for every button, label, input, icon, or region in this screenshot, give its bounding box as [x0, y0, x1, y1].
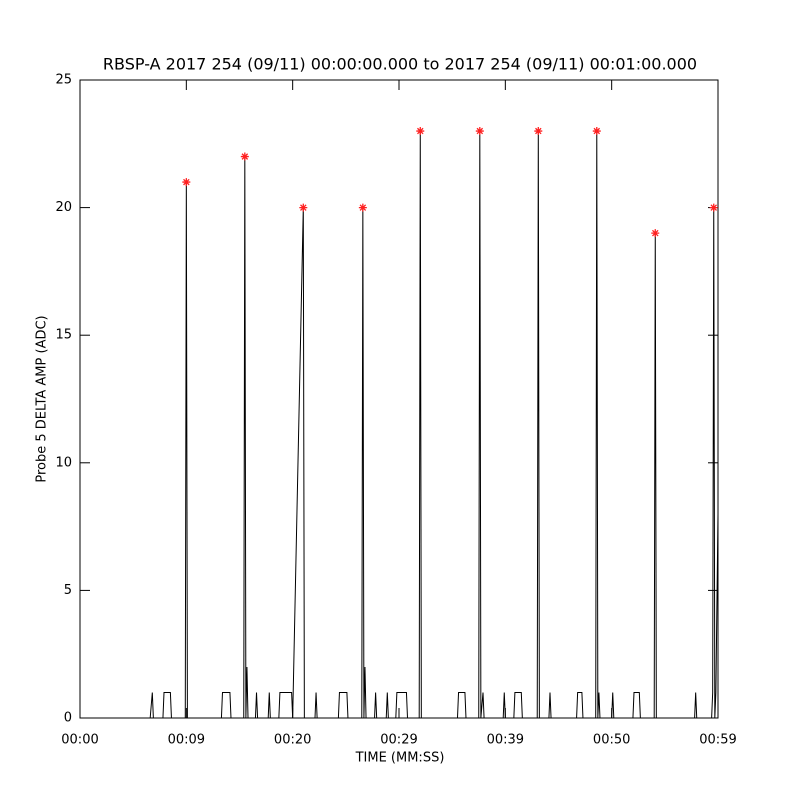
- x-tick-label: 00:29: [380, 733, 417, 748]
- peak-marker: [358, 203, 367, 212]
- y-tick-label: 25: [55, 73, 72, 88]
- peak-marker: [592, 127, 601, 136]
- y-axis-label: Probe 5 DELTA AMP (ADC): [35, 315, 50, 482]
- peak-marker: [240, 152, 249, 161]
- y-tick-label: 20: [55, 200, 72, 215]
- x-tick-label: 00:00: [61, 733, 98, 748]
- x-tick-label: 00:20: [274, 733, 311, 748]
- peak-marker: [534, 127, 543, 136]
- peak-marker: [475, 127, 484, 136]
- peak-marker: [416, 127, 425, 136]
- data-line: [80, 131, 719, 719]
- y-tick-label: 0: [64, 711, 72, 726]
- x-axis-label: TIME (MM:SS): [355, 751, 445, 766]
- chart-title: RBSP-A 2017 254 (09/11) 00:00:00.000 to …: [103, 55, 697, 74]
- y-tick-label: 5: [64, 583, 72, 598]
- peak-marker: [651, 229, 660, 238]
- y-tick-label: 10: [55, 455, 72, 470]
- x-tick-label: 00:59: [699, 733, 736, 748]
- x-tick-label: 00:09: [168, 733, 205, 748]
- peak-marker: [299, 203, 308, 212]
- x-tick-label: 00:50: [593, 733, 630, 748]
- peak-marker: [709, 203, 718, 212]
- y-tick-label: 15: [55, 328, 72, 343]
- peak-marker: [182, 178, 191, 187]
- x-tick-label: 00:39: [487, 733, 524, 748]
